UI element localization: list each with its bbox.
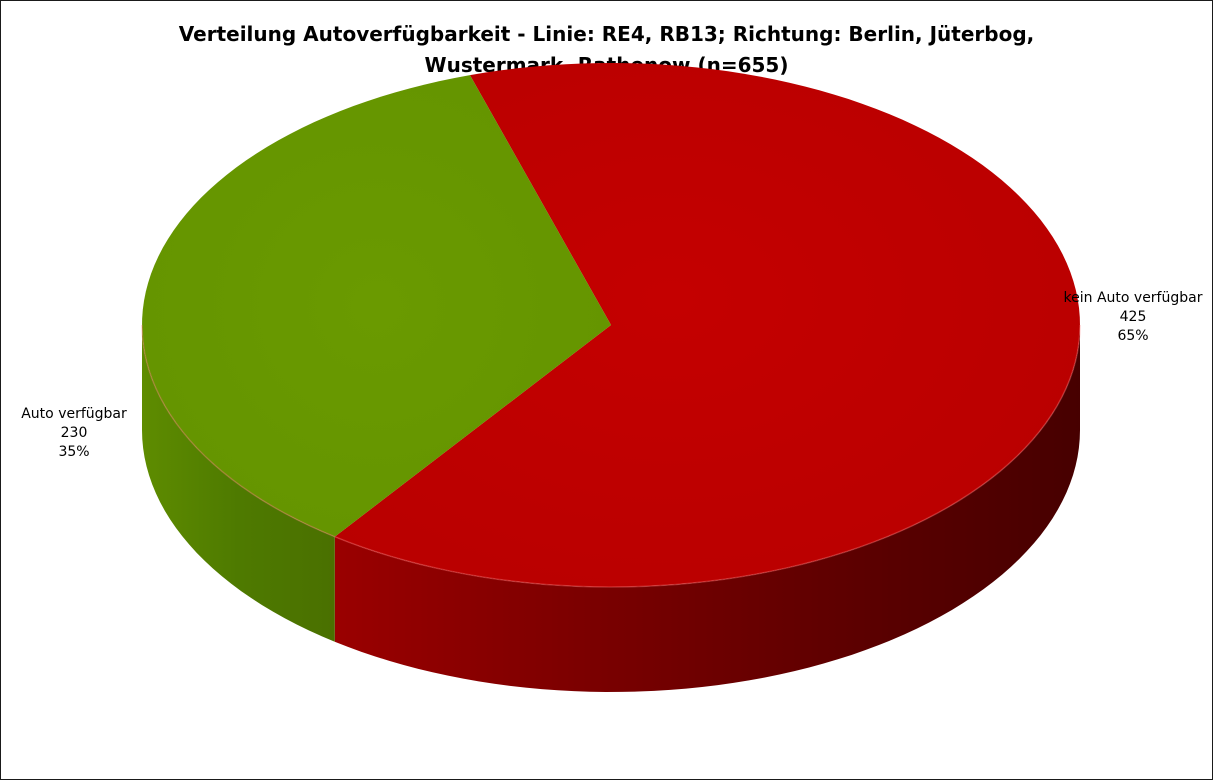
pie-slice-kein-auto-side: [334, 325, 1080, 692]
data-label-auto-percent: 35%: [58, 444, 90, 460]
pie-rim-highlight: [141, 324, 1081, 588]
pie-tops: [141, 63, 1081, 588]
pie-sides: [142, 325, 1080, 692]
pie-slice-auto-side: [142, 325, 335, 642]
data-label-kein-auto-name: kein Auto verfügbar: [1063, 290, 1203, 306]
data-label-kein-auto-percent: 65%: [1117, 328, 1149, 344]
chart-title-line-1: Verteilung Autoverfügbarkeit - Linie: RE…: [178, 22, 1035, 46]
data-label-auto-name: Auto verfügbar: [21, 406, 127, 422]
data-label-auto: Auto verfügbar 230 35%: [14, 405, 134, 462]
pie-slice-auto-top: [142, 75, 611, 537]
data-label-auto-value: 230: [60, 425, 88, 441]
pie-slice-kein-auto-top: [334, 63, 1080, 587]
data-label-kein-auto: kein Auto verfügbar 425 65%: [1052, 289, 1213, 346]
data-label-kein-auto-value: 425: [1119, 309, 1147, 325]
